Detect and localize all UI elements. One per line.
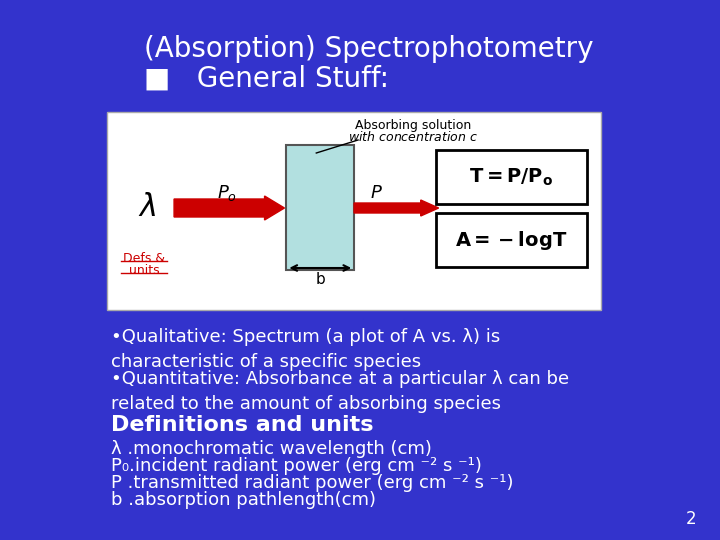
Text: (Absorption) Spectrophotometry: (Absorption) Spectrophotometry — [144, 35, 594, 63]
Text: Definitions and units: Definitions and units — [112, 415, 374, 435]
Text: $P_o$: $P_o$ — [217, 183, 237, 203]
FancyBboxPatch shape — [436, 150, 587, 204]
Text: P₀.incident radiant power (erg cm ⁻² s ⁻¹): P₀.incident radiant power (erg cm ⁻² s ⁻… — [112, 457, 482, 475]
FancyArrow shape — [354, 200, 438, 216]
Text: $\mathbf{A = -log T}$: $\mathbf{A = -log T}$ — [455, 228, 567, 252]
Text: P .transmitted radiant power (erg cm ⁻² s ⁻¹): P .transmitted radiant power (erg cm ⁻² … — [112, 474, 514, 492]
Text: ■   General Stuff:: ■ General Stuff: — [144, 65, 390, 93]
Text: Absorbing solution: Absorbing solution — [355, 118, 471, 132]
Text: λ .monochromatic wavelength (cm): λ .monochromatic wavelength (cm) — [112, 440, 432, 458]
Text: $\mathbf{T = P/P_o}$: $\mathbf{T = P/P_o}$ — [469, 166, 553, 187]
Bar — [107, 112, 600, 310]
Text: units: units — [129, 264, 160, 277]
Text: $\lambda$: $\lambda$ — [138, 193, 156, 222]
Text: b: b — [315, 273, 325, 287]
Text: with concentration $c$: with concentration $c$ — [348, 130, 477, 144]
Text: b .absorption pathlength(cm): b .absorption pathlength(cm) — [112, 491, 377, 509]
Text: $P$: $P$ — [369, 184, 382, 202]
Bar — [287, 145, 354, 270]
Text: 2: 2 — [685, 510, 696, 528]
Text: •Qualitative: Spectrum (a plot of A vs. λ) is
characteristic of a specific speci: •Qualitative: Spectrum (a plot of A vs. … — [112, 328, 500, 371]
FancyBboxPatch shape — [436, 213, 587, 267]
Text: Defs &: Defs & — [123, 252, 166, 265]
FancyArrow shape — [174, 196, 284, 220]
Text: •Quantitative: Absorbance at a particular λ can be
related to the amount of abso: •Quantitative: Absorbance at a particula… — [112, 370, 570, 413]
